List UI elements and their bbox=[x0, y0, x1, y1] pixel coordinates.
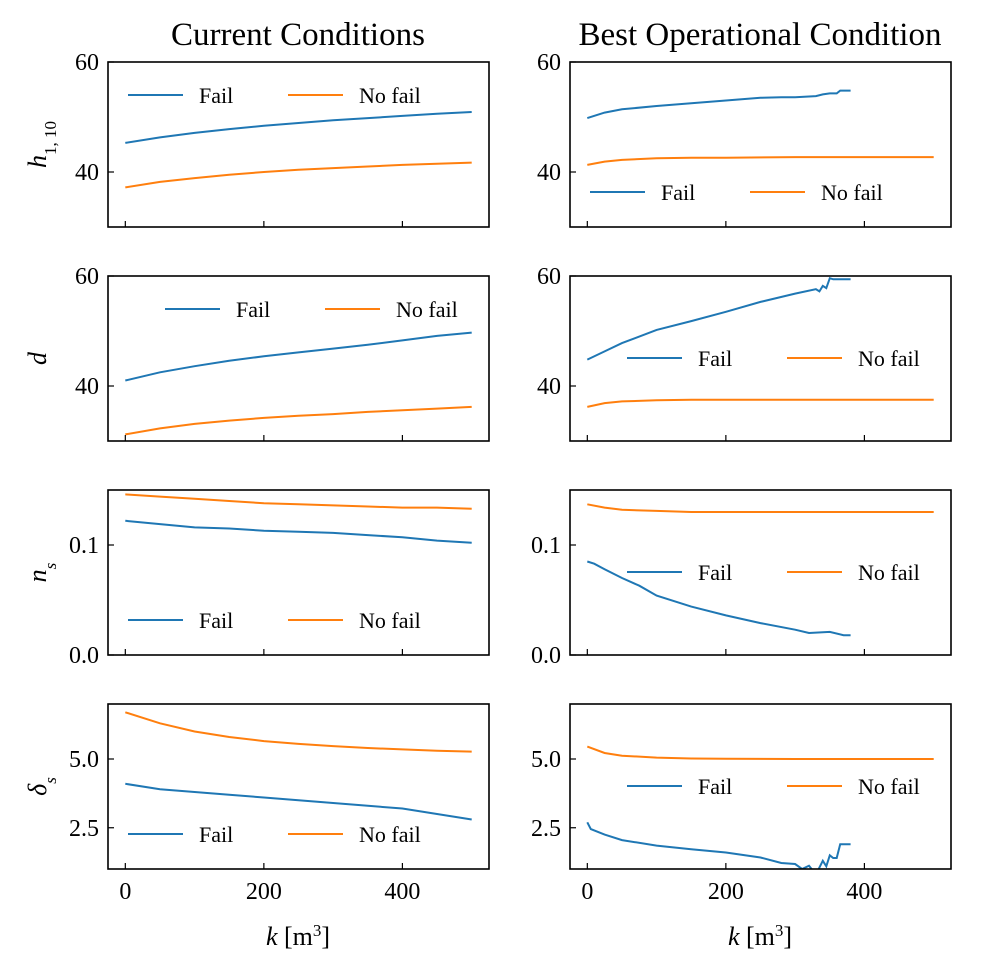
legend: Fail No fail bbox=[128, 822, 421, 847]
series-no-fail-line bbox=[586, 745, 934, 760]
y-axis-label: h1, 10 bbox=[23, 121, 60, 168]
series-fail-line bbox=[586, 560, 851, 637]
x-tick-label: 200 bbox=[246, 879, 282, 905]
panel: 2.5 5.0 0 200 400 Fail No fail bbox=[531, 703, 952, 905]
legend-fail-label: Fail bbox=[199, 822, 233, 847]
y-tick-label: 40 bbox=[537, 160, 561, 186]
legend: Fail No fail bbox=[128, 608, 421, 633]
legend-fail-label: Fail bbox=[698, 346, 732, 371]
y-tick-label: 60 bbox=[537, 50, 561, 76]
series-fail-line bbox=[586, 89, 851, 120]
plot-frame bbox=[569, 489, 952, 656]
legend-no-fail-label: No fail bbox=[359, 608, 421, 633]
x-axis-labels: k [m3] k [m3] bbox=[266, 921, 792, 952]
legend-no-fail-label: No fail bbox=[359, 83, 421, 108]
x-tick-label: 400 bbox=[384, 879, 420, 905]
panel: 40 60 Fail No fail bbox=[75, 264, 490, 442]
series-fail-line bbox=[125, 111, 472, 144]
plot-frame bbox=[569, 703, 952, 870]
y-tick-label: 2.5 bbox=[69, 816, 99, 842]
series-no-fail-line bbox=[587, 398, 934, 408]
series-fail-line bbox=[125, 519, 472, 544]
series-no-fail-line bbox=[587, 503, 934, 513]
legend: Fail No fail bbox=[165, 297, 458, 322]
y-tick-label: 60 bbox=[75, 264, 99, 290]
series-fail-line bbox=[586, 276, 851, 361]
y-axis-label: d bbox=[23, 351, 52, 365]
plot-frame bbox=[107, 703, 490, 870]
column-title-current-conditions: Current Conditions bbox=[171, 17, 425, 53]
series-no-fail-line bbox=[587, 156, 934, 166]
legend-fail-label: Fail bbox=[199, 608, 233, 633]
y-tick-label: 2.5 bbox=[531, 816, 561, 842]
y-axis-label: ns bbox=[23, 562, 60, 582]
legend: Fail No fail bbox=[627, 560, 920, 585]
legend-fail-label: Fail bbox=[199, 83, 233, 108]
legend-fail-label: Fail bbox=[236, 297, 270, 322]
panel-grid: h1, 10 40 60 Fail No fail 40 60 Fail No fail d 40 6… bbox=[23, 50, 952, 905]
y-tick-label: 40 bbox=[537, 374, 561, 400]
y-tick-label: 0.0 bbox=[69, 643, 99, 669]
series-no-fail-line bbox=[125, 493, 472, 510]
legend-no-fail-label: No fail bbox=[858, 346, 920, 371]
legend: Fail No fail bbox=[590, 180, 883, 205]
plot-frame bbox=[107, 61, 490, 228]
column-title-best-operational-condition: Best Operational Condition bbox=[579, 17, 942, 53]
y-axis-label: δs bbox=[23, 777, 60, 796]
panel: 40 60 Fail No fail bbox=[537, 264, 952, 442]
series-fail-line bbox=[586, 821, 851, 869]
series-no-fail-line bbox=[124, 711, 472, 753]
legend-no-fail-label: No fail bbox=[359, 822, 421, 847]
x-tick-label: 200 bbox=[708, 879, 744, 905]
series-no-fail-line bbox=[125, 405, 472, 436]
legend-fail-label: Fail bbox=[698, 560, 732, 585]
y-tick-label: 5.0 bbox=[69, 747, 99, 773]
x-tick-label: 400 bbox=[846, 879, 882, 905]
y-tick-label: 0.0 bbox=[531, 643, 561, 669]
legend: Fail No fail bbox=[627, 774, 920, 799]
y-tick-label: 0.1 bbox=[69, 533, 99, 559]
y-tick-label: 5.0 bbox=[531, 747, 561, 773]
legend: Fail No fail bbox=[627, 346, 920, 371]
series-fail-line bbox=[125, 331, 472, 382]
panel: 40 60 Fail No fail bbox=[537, 50, 952, 228]
legend: Fail No fail bbox=[128, 83, 421, 108]
y-tick-label: 40 bbox=[75, 160, 99, 186]
legend-no-fail-label: No fail bbox=[821, 180, 883, 205]
x-axis-label: k [m3] bbox=[266, 921, 330, 952]
panel: 40 60 Fail No fail bbox=[75, 50, 490, 228]
plot-frame bbox=[107, 275, 490, 442]
x-axis-label: k [m3] bbox=[728, 921, 792, 952]
y-tick-label: 60 bbox=[537, 264, 561, 290]
series-no-fail-line bbox=[125, 161, 472, 189]
legend-fail-label: Fail bbox=[661, 180, 695, 205]
x-tick-label: 0 bbox=[581, 879, 593, 905]
x-tick-label: 0 bbox=[119, 879, 131, 905]
plot-frame bbox=[569, 275, 952, 442]
y-tick-label: 40 bbox=[75, 374, 99, 400]
legend-no-fail-label: No fail bbox=[858, 774, 920, 799]
legend-no-fail-label: No fail bbox=[858, 560, 920, 585]
plot-frame bbox=[569, 61, 952, 228]
plot-frame bbox=[107, 489, 490, 656]
series-fail-line bbox=[125, 782, 472, 821]
panel: 2.5 5.0 0 200 400 Fail No fail bbox=[69, 703, 490, 905]
panel: 0.0 0.1 Fail No fail bbox=[531, 489, 952, 669]
y-tick-label: 60 bbox=[75, 50, 99, 76]
panel: 0.0 0.1 Fail No fail bbox=[69, 489, 490, 669]
legend-no-fail-label: No fail bbox=[396, 297, 458, 322]
legend-fail-label: Fail bbox=[698, 774, 732, 799]
y-tick-label: 0.1 bbox=[531, 533, 561, 559]
